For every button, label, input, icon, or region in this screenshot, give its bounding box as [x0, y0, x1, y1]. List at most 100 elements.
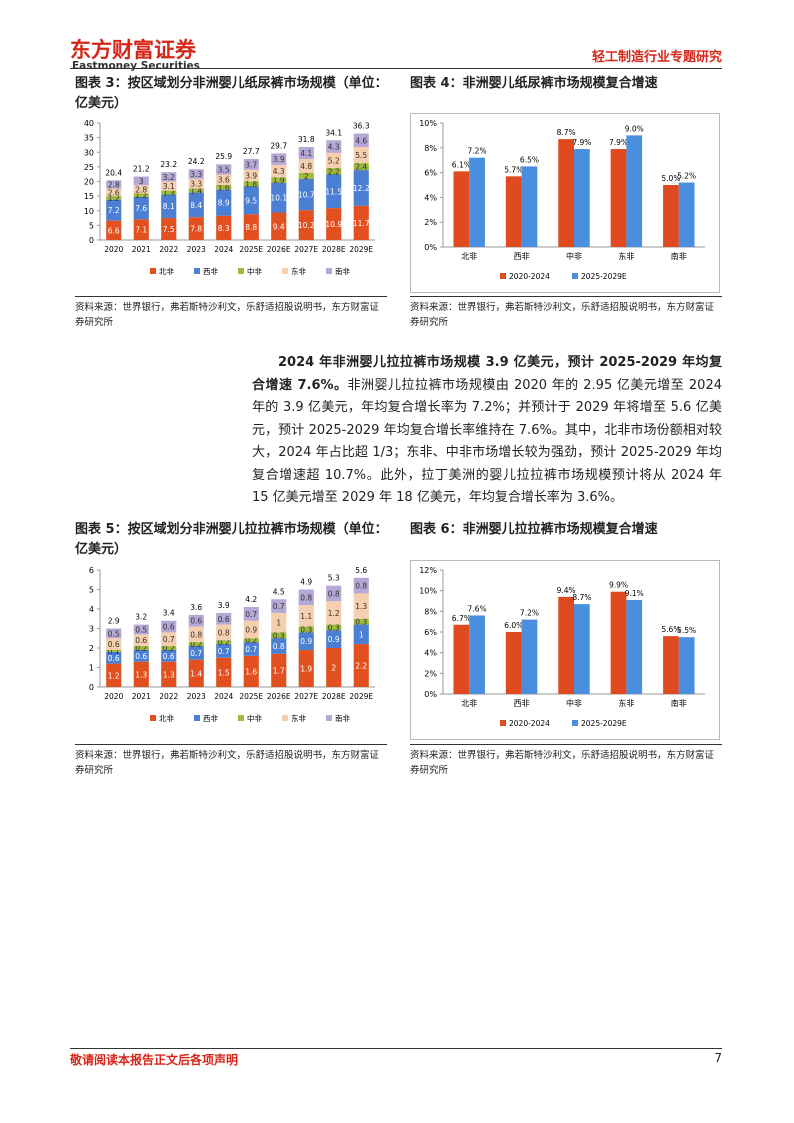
bar-segment: [133, 649, 149, 662]
x-tick-label: 2025E: [239, 692, 263, 701]
data-label: 7.9%: [572, 138, 591, 147]
data-label: 7.1: [135, 226, 147, 235]
bar-segment: [353, 593, 369, 619]
data-label: 10.9: [325, 220, 342, 229]
data-label: 1.2: [328, 609, 340, 618]
data-label: 1.2: [108, 194, 120, 203]
disclaimer: 敬请阅读本报告正文后各项声明: [70, 1053, 239, 1067]
total-label: 31.8: [298, 135, 315, 144]
data-label: 0.1: [108, 647, 120, 656]
total-label: 21.2: [133, 165, 150, 174]
bar-segment: [216, 215, 232, 240]
x-tick-label: 2026E: [267, 692, 291, 701]
x-tick-label: 2020: [104, 245, 123, 254]
bar: [678, 637, 695, 694]
bar-segment: [188, 188, 204, 193]
bar-segment: [106, 180, 122, 189]
bar-segment: [326, 140, 342, 153]
bar-segment: [243, 186, 259, 215]
data-label: 1.9: [273, 176, 285, 185]
data-label: 10.2: [298, 221, 315, 230]
data-label: 3: [139, 177, 144, 186]
bar: [626, 599, 643, 694]
data-label: 0.8: [355, 582, 367, 591]
bar-segment: [161, 218, 177, 240]
y-tick-label: 30: [84, 148, 94, 157]
data-label: 12.2: [353, 184, 370, 193]
bar-segment: [243, 181, 259, 187]
bar-segment: [216, 185, 232, 190]
chart-frame: [410, 560, 720, 740]
data-label: 6.1%: [452, 160, 471, 169]
y-tick-label: 6%: [424, 628, 437, 637]
bar-segment: [271, 612, 287, 633]
y-tick-label: 2%: [424, 669, 437, 678]
bar-segment: [353, 205, 369, 240]
data-label: 4.8: [300, 162, 312, 171]
x-tick-label: 2026E: [267, 245, 291, 254]
data-label: 8.3: [218, 224, 230, 233]
data-label: 5.2: [328, 156, 340, 165]
bar-segment: [271, 599, 287, 613]
bar-segment: [326, 624, 342, 631]
legend-swatch: [500, 273, 506, 279]
bar-segment: [106, 663, 122, 687]
legend-swatch: [238, 715, 244, 721]
y-tick-label: 5: [89, 586, 94, 595]
data-label: 3.9: [245, 172, 257, 181]
bar: [521, 166, 538, 247]
bar: [610, 591, 627, 694]
bar: [453, 624, 470, 694]
bar-segment: [326, 601, 342, 625]
bar-segment: [326, 168, 342, 175]
bar-segment: [216, 644, 232, 658]
bar: [574, 604, 590, 694]
legend-label: 中非: [247, 713, 262, 723]
data-label: 0.3: [328, 624, 340, 633]
data-label: 7.2: [108, 206, 120, 215]
data-label: 7.6: [135, 204, 147, 213]
x-tick-label: 2025E: [239, 245, 263, 254]
x-tick-label: 中非: [566, 698, 582, 708]
legend-label: 北非: [159, 713, 174, 723]
chart-title: 图表 5：按区域划分非洲婴儿拉拉裤市场规模（单位：亿美元）: [75, 522, 388, 557]
bar: [453, 171, 470, 247]
bar-segment: [298, 158, 314, 174]
y-tick-label: 6%: [424, 169, 437, 178]
data-label: 6.0%: [504, 621, 523, 630]
legend-swatch: [572, 720, 578, 726]
bar: [469, 615, 485, 694]
y-tick-label: 2: [89, 644, 94, 653]
data-label: 3.6: [218, 176, 230, 185]
data-label: 2: [331, 664, 336, 673]
data-label: 0.9: [245, 625, 257, 634]
data-label: 1.4: [190, 669, 202, 678]
data-label: 9.5: [245, 196, 257, 205]
data-label: 3.1: [163, 182, 175, 191]
bar-segment: [298, 649, 314, 687]
y-tick-label: 4%: [424, 649, 437, 658]
x-tick-label: 2023: [187, 692, 206, 701]
bar: [574, 149, 590, 247]
data-label: 1: [359, 630, 364, 639]
data-label: 7.2%: [468, 147, 487, 156]
total-label: 24.2: [188, 157, 205, 166]
bar-segment: [243, 655, 259, 687]
data-label: 0.7: [190, 649, 202, 658]
y-tick-label: 4: [89, 605, 94, 614]
data-label: 9.9%: [609, 581, 628, 590]
x-tick-label: 西非: [514, 251, 530, 261]
data-label: 1.5: [218, 668, 230, 677]
bar-segment: [216, 164, 232, 175]
total-label: 3.2: [135, 613, 147, 622]
bar-segment: [353, 170, 369, 206]
total-label: 29.7: [270, 141, 287, 150]
data-label: 11.5: [325, 187, 342, 196]
paragraph-lead: 2024 年非洲婴儿拉拉裤市场规模 3.9 亿美元，预计 2025-2029 年…: [252, 355, 722, 393]
total-label: 34.1: [325, 128, 342, 137]
y-tick-label: 3: [89, 625, 94, 634]
legend-swatch: [194, 268, 200, 274]
bar-segment: [326, 585, 342, 602]
y-tick-label: 25: [84, 163, 94, 172]
